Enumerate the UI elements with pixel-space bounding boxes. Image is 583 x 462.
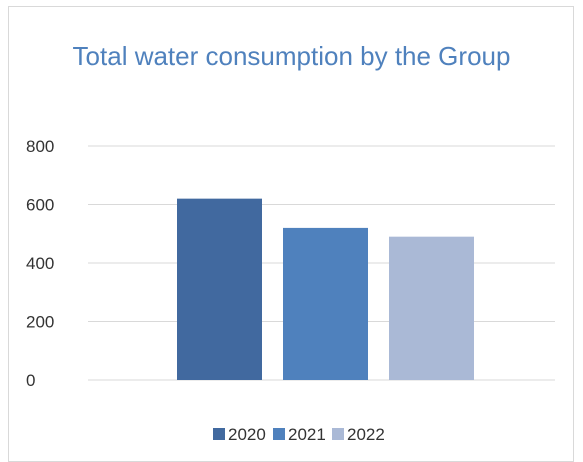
y-tick-label-800: 800 xyxy=(26,137,54,156)
legend-label-2021: 2021 xyxy=(288,425,326,444)
y-tick-label-0: 0 xyxy=(26,371,35,390)
chart-title: Total water consumption by the Group xyxy=(72,41,511,71)
bar-2021 xyxy=(283,227,368,380)
legend-swatch-2020 xyxy=(213,428,225,440)
y-tick-label-600: 600 xyxy=(26,196,54,215)
bar-2022 xyxy=(389,236,474,380)
legend-label-2022: 2022 xyxy=(347,425,385,444)
legend-swatch-2021 xyxy=(273,428,285,440)
y-axis-tick-labels: 0 200 400 600 800 xyxy=(26,137,54,390)
bars xyxy=(177,198,474,380)
legend: 2020 2021 2022 xyxy=(213,425,385,444)
legend-swatch-2022 xyxy=(332,428,344,440)
y-tick-label-200: 200 xyxy=(26,313,54,332)
y-tick-label-400: 400 xyxy=(26,254,54,273)
bar-2020 xyxy=(177,198,262,380)
legend-label-2020: 2020 xyxy=(228,425,266,444)
